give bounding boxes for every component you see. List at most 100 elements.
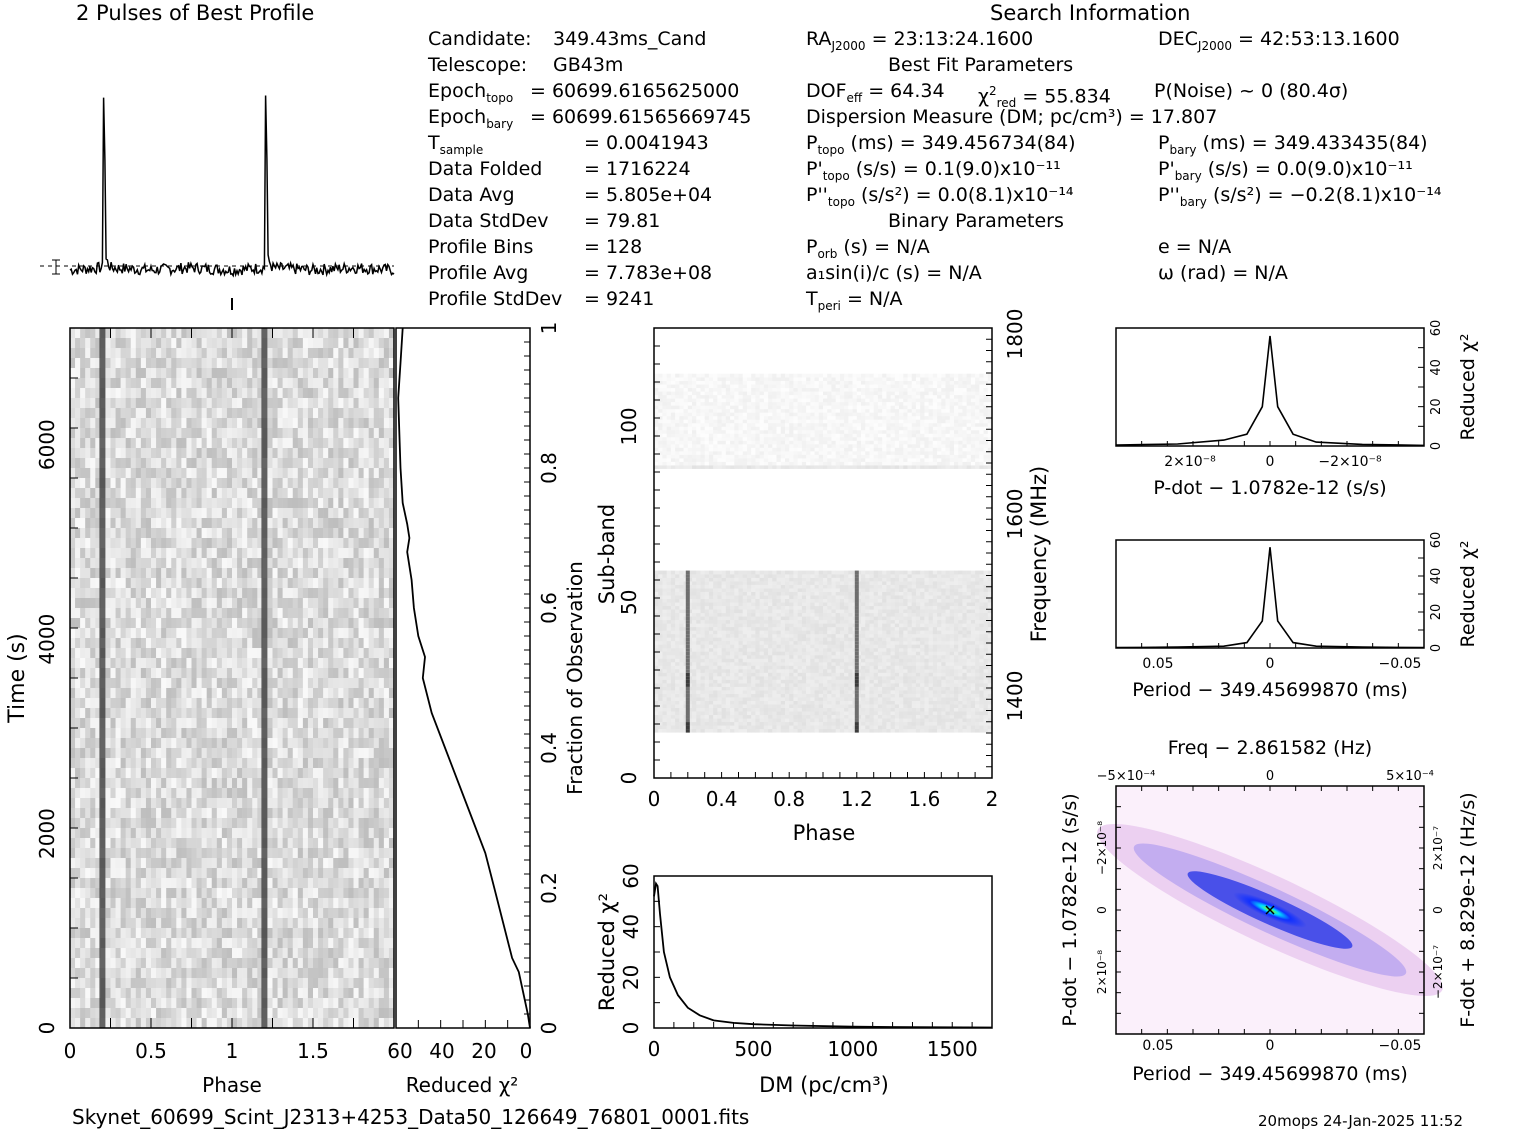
y-tick-label: 0	[537, 1022, 561, 1035]
time-phase-cell	[307, 628, 314, 639]
time-phase-cell	[171, 748, 177, 759]
time-phase-cell	[105, 328, 111, 339]
time-phase-cell	[115, 458, 121, 469]
subband-cell	[772, 718, 777, 723]
time-phase-cell	[105, 458, 111, 469]
time-phase-cell	[353, 988, 359, 999]
time-phase-cell	[252, 568, 258, 579]
time-phase-cell	[287, 458, 294, 469]
time-phase-cell	[318, 808, 324, 819]
time-phase-cell	[282, 988, 288, 999]
time-phase-cell	[388, 708, 395, 719]
time-phase-cell	[368, 558, 375, 569]
time-phase-cell	[80, 588, 86, 599]
time-phase-cell	[328, 458, 334, 469]
time-phase-cell	[201, 838, 207, 849]
time-phase-cell	[333, 468, 339, 479]
time-phase-cell	[125, 698, 132, 709]
time-phase-cell	[363, 418, 369, 429]
time-phase-cell	[297, 938, 304, 949]
time-phase-cell	[75, 578, 81, 589]
pulse-track	[99, 328, 106, 1028]
time-phase-cell	[358, 328, 364, 339]
time-phase-cell	[211, 918, 218, 929]
time-phase-cell	[156, 338, 162, 349]
time-phase-cell	[181, 958, 187, 969]
time-phase-cell	[338, 628, 344, 639]
time-phase-cell	[181, 688, 187, 699]
time-phase-cell	[388, 898, 395, 909]
time-phase-cell	[287, 728, 294, 739]
time-phase-cell	[171, 728, 177, 739]
time-phase-cell	[297, 608, 304, 619]
time-phase-cell	[257, 768, 263, 779]
time-phase-cell	[363, 608, 369, 619]
time-phase-cell	[252, 648, 258, 659]
time-phase-cell	[110, 788, 116, 799]
time-phase-cell	[125, 968, 132, 979]
subband-cell	[953, 718, 959, 723]
time-phase-cell	[161, 858, 167, 869]
time-phase-cell	[297, 788, 304, 799]
time-phase-cell	[226, 968, 233, 979]
time-phase-cell	[257, 968, 263, 979]
time-phase-cell	[110, 638, 116, 649]
time-phase-cell	[140, 348, 147, 359]
time-phase-cell	[206, 878, 213, 889]
time-phase-cell	[348, 558, 354, 569]
time-phase-cell	[125, 978, 132, 989]
time-phase-cell	[70, 648, 76, 659]
time-phase-cell	[373, 628, 380, 639]
time-phase-cell	[130, 888, 137, 899]
time-phase-cell	[201, 528, 207, 539]
time-phase-cell	[145, 958, 152, 969]
time-phase-cell	[307, 838, 314, 849]
time-phase-cell	[318, 978, 324, 989]
time-phase-cell	[80, 688, 86, 699]
time-phase-cell	[186, 748, 192, 759]
time-phase-cell	[237, 468, 243, 479]
time-phase-cell	[156, 448, 162, 459]
time-phase-cell	[333, 548, 339, 559]
time-phase-cell	[90, 658, 96, 669]
time-phase-cell	[247, 598, 253, 609]
time-phase-cell	[120, 928, 126, 939]
time-phase-cell	[378, 578, 385, 589]
time-phase-cell	[368, 958, 375, 969]
time-phase-cell	[171, 638, 177, 649]
time-phase-cell	[232, 328, 238, 339]
time-phase-cell	[338, 328, 344, 339]
time-phase-cell	[267, 638, 273, 649]
time-phase-cell	[140, 708, 147, 719]
time-phase-cell	[95, 528, 101, 539]
time-phase-cell	[338, 838, 344, 849]
time-phase-cell	[272, 568, 278, 579]
time-phase-cell	[292, 938, 299, 949]
time-phase-cell	[216, 578, 223, 589]
candidate-label: Candidate:	[428, 28, 532, 50]
time-phase-cell	[191, 608, 197, 619]
time-phase-cell	[323, 908, 329, 919]
time-phase-cell	[277, 888, 283, 899]
time-phase-cell	[120, 578, 126, 589]
time-phase-cell	[247, 688, 253, 699]
time-phase-cell	[206, 828, 213, 839]
time-phase-cell	[151, 408, 157, 419]
time-phase-cell	[318, 738, 324, 749]
time-phase-cell	[292, 988, 299, 999]
time-phase-cell	[242, 888, 248, 899]
time-phase-cell	[237, 888, 243, 899]
time-phase-cell	[307, 568, 314, 579]
time-phase-cell	[257, 548, 263, 559]
time-phase-cell	[125, 778, 132, 789]
time-phase-cell	[105, 358, 111, 369]
subband-cell	[793, 721, 798, 726]
time-phase-cell	[191, 578, 197, 589]
time-phase-cell	[226, 478, 233, 489]
time-phase-cell	[237, 598, 243, 609]
time-phase-cell	[282, 518, 288, 529]
time-phase-cell	[171, 958, 177, 969]
footer-filename: Skynet_60699_Scint_J2313+4253_Data50_126…	[72, 1105, 750, 1129]
time-phase-cell	[80, 418, 86, 429]
time-phase-cell	[80, 1018, 86, 1029]
